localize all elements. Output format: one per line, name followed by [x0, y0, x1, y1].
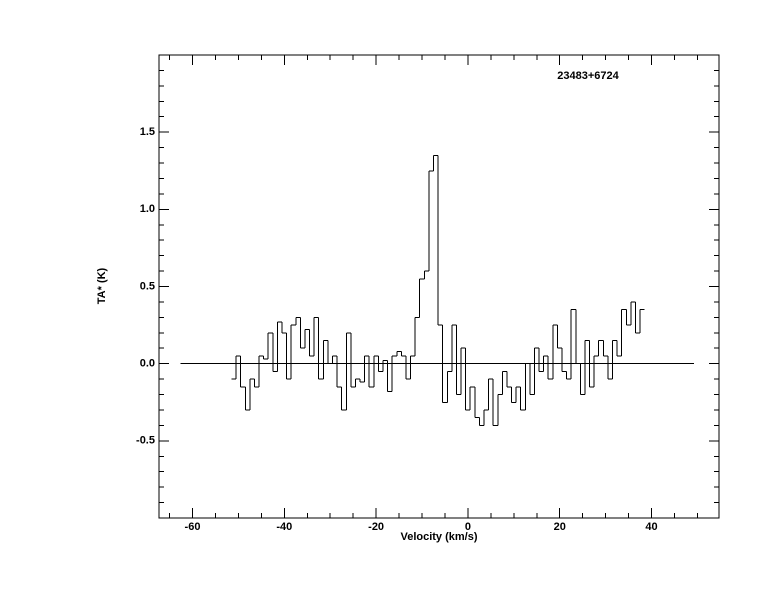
x-tick-label: 20 — [554, 521, 566, 533]
x-tick-label: -60 — [185, 521, 201, 533]
y-tick-label: 1.5 — [140, 126, 155, 138]
annotation: 23483+6724 — [557, 70, 619, 82]
y-tick-label: 1.0 — [140, 203, 155, 215]
y-tick-label: 0.5 — [140, 280, 155, 292]
x-tick-label: -40 — [276, 521, 292, 533]
x-tick-label: 0 — [465, 521, 471, 533]
x-axis-label: Velocity (km/s) — [400, 531, 477, 543]
y-axis-label: TA* (K) — [96, 267, 108, 304]
plot-frame — [158, 54, 720, 519]
y-tick-label: -0.5 — [136, 435, 155, 447]
x-tick-label: 40 — [645, 521, 657, 533]
step-connectors — [235, 155, 641, 426]
y-tick-label: 0.0 — [140, 358, 155, 370]
x-tick-label: -20 — [368, 521, 384, 533]
